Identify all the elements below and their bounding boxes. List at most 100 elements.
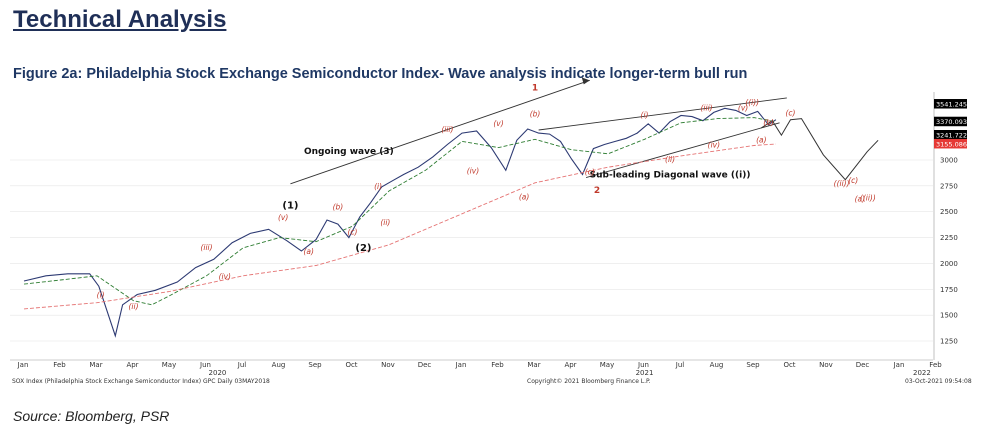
x-tick-label: Jan [17, 361, 29, 369]
x-tick-label: May [162, 361, 176, 369]
wave-label: (c) [786, 109, 796, 118]
y-tick-label: 2000 [940, 260, 958, 268]
wave-label: (a) [519, 192, 530, 201]
year-label: 2021 [636, 369, 654, 377]
wave-label: (v) [738, 103, 748, 112]
price-line [23, 107, 777, 338]
x-tick-label: Sep [308, 361, 322, 369]
sma-short-line [23, 117, 776, 306]
year-label: 2022 [913, 369, 931, 377]
plot-area [10, 90, 933, 360]
y-tick-label: 2750 [940, 182, 958, 190]
wave-annotations: Ongoing wave (3) Sub-leading Diagonal wav… [97, 84, 876, 311]
price-tag-label: 3541.245 [936, 101, 967, 109]
wave-label: (c) [348, 227, 358, 236]
projection-label: ((ii)) [860, 193, 876, 202]
ongoing-wave-arrow-line [290, 79, 590, 185]
wave-label: (i) [641, 111, 649, 120]
y-tick-label: 1750 [940, 286, 958, 294]
x-axis: Jan Feb Mar Apr May Jun Jul Aug Sep Oct Nov Dec Jan F… [10, 359, 942, 377]
x-tick-label: Dec [856, 361, 870, 369]
wave-label: (a) [756, 135, 767, 144]
x-tick-label: Feb [53, 361, 66, 369]
x-tick-label: Feb [491, 361, 504, 369]
x-tick-label: Sep [746, 361, 760, 369]
x-tick-label: Jan [455, 361, 467, 369]
x-tick-label: Nov [381, 361, 395, 369]
price-tag-box [934, 129, 967, 140]
price-tag-label: 3370.093 [936, 118, 967, 126]
wave-label: (b) [530, 110, 541, 119]
projection-path [761, 118, 879, 181]
y-tick-label: 3000 [940, 157, 958, 165]
price-tag-label: 3155.086 [936, 140, 967, 148]
y-tick-label: 1500 [940, 312, 958, 320]
x-tick-label: Mar [89, 361, 102, 369]
x-tick-label: Nov [819, 361, 833, 369]
figure-title: Figure 2a: Philadelphia Stock Exchange S… [13, 66, 748, 82]
x-tick-label: Jun [637, 361, 649, 369]
wave-label: (i) [97, 291, 105, 300]
upper-channel-line [538, 97, 787, 131]
wave-label: (i) [374, 182, 382, 191]
x-tick-label: Apr [564, 361, 576, 369]
red-wave-2: 2 [594, 186, 600, 196]
wave-label: (ii) [380, 218, 390, 227]
wave-label: (iv) [467, 166, 479, 175]
x-tick-label: Feb [929, 361, 942, 369]
footer-right: 03-Oct-2021 09:54:08 [905, 378, 972, 385]
x-tick-label: Oct [345, 361, 357, 369]
y-tick-label: 2250 [940, 234, 958, 242]
wave-label: (iii) [441, 125, 453, 134]
wave-label: (a) [855, 194, 866, 203]
projection-label: (c) [848, 176, 858, 185]
x-tick-label: Jul [675, 361, 685, 369]
wave-label: ((ii)) [834, 179, 850, 188]
wave-label: (a) [303, 247, 314, 256]
ongoing-wave-label: Ongoing wave (3) [304, 147, 394, 157]
wave-label: (iii) [200, 243, 212, 252]
gridlines [10, 159, 933, 342]
x-tick-label: Jun [199, 361, 211, 369]
wave-label: (c) [585, 167, 595, 176]
arrowhead [581, 77, 590, 85]
wave-label: (iv) [219, 272, 231, 281]
y-tick-label: 1250 [940, 338, 958, 346]
lower-channel-line [585, 122, 780, 179]
wave-label: (b) [763, 118, 774, 127]
x-tick-label: Apr [126, 361, 138, 369]
wave-label: (iv) [708, 141, 720, 150]
x-tick-label: Jan [893, 361, 905, 369]
red-wave-1: 1 [532, 84, 538, 94]
x-tick-label: Jul [237, 361, 247, 369]
sub-leading-label: Sub-leading Diagonal wave ((i)) [590, 171, 751, 181]
price-tag-box [934, 138, 967, 149]
year-label: 2020 [209, 369, 227, 377]
trendlines [290, 77, 787, 185]
wave-label: (iii) [700, 103, 712, 112]
wave-label: ((i)) [745, 98, 759, 107]
x-tick-label: Dec [418, 361, 432, 369]
y-tick-label: 2500 [940, 208, 958, 216]
page-title: Technical Analysis [13, 6, 227, 33]
footer-left: SOX Index (Philadelphia Stock Exchange S… [12, 378, 270, 385]
major-wave-1: (1) [282, 201, 298, 212]
wave-label: (b) [333, 203, 344, 212]
wave-label: (v) [493, 119, 503, 128]
price-tag-box [934, 116, 967, 127]
wave-label: (ii) [665, 155, 675, 164]
footer-center: Copyright© 2021 Bloomberg Finance L.P. [527, 378, 651, 385]
series-layer [23, 107, 777, 338]
price-tag-label: 3241.722 [936, 131, 967, 139]
wave-label: (v) [278, 213, 288, 222]
x-tick-label: Aug [272, 361, 286, 369]
major-wave-2: (2) [355, 243, 371, 254]
x-tick-label: Mar [527, 361, 540, 369]
x-tick-label: Aug [710, 361, 724, 369]
source-note: Source: Bloomberg, PSR [13, 408, 170, 424]
sma-long-line [23, 143, 776, 310]
price-tag-box [934, 99, 967, 109]
wave-label: (ii) [128, 302, 138, 311]
